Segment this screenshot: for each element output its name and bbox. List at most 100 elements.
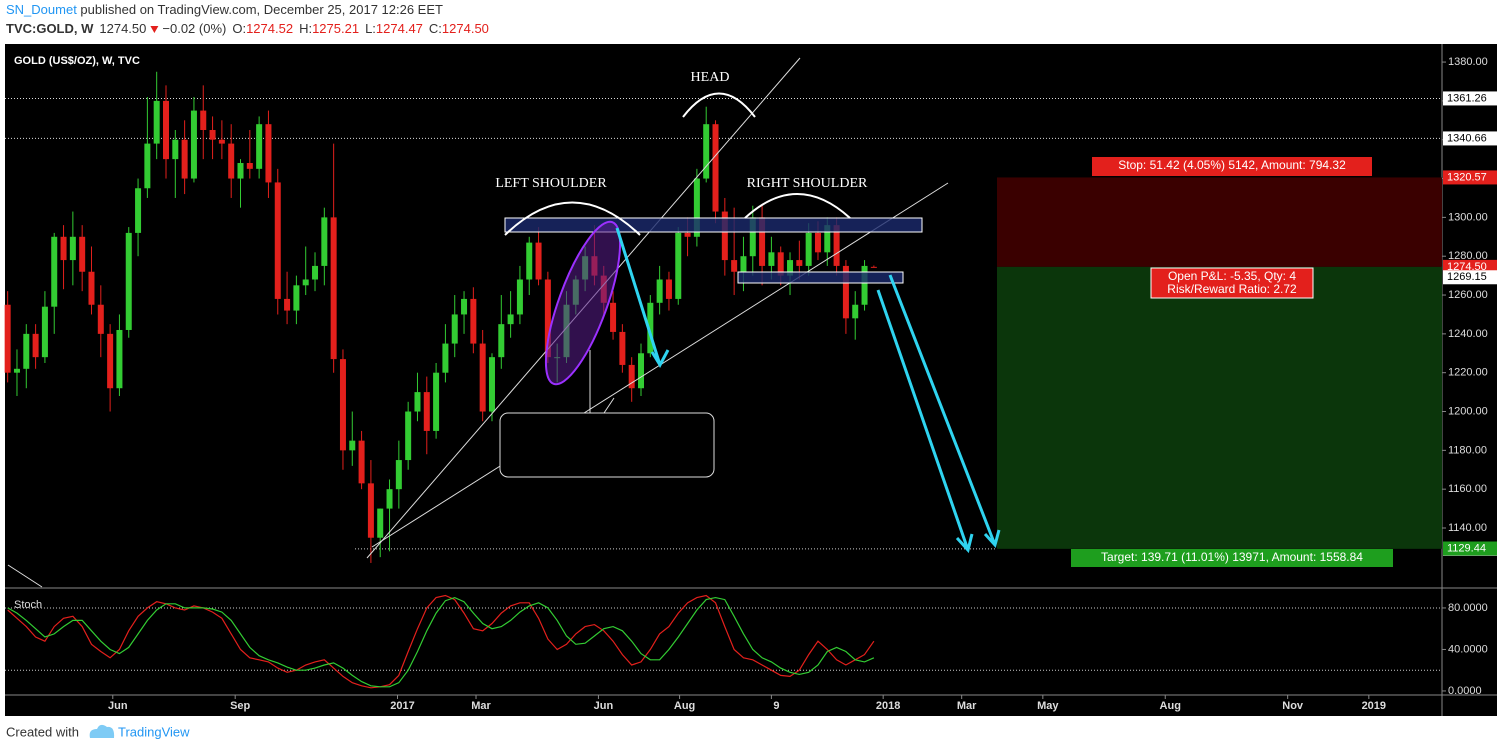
price-badge-label: 1340.66 bbox=[1447, 132, 1487, 144]
x-tick-label: May bbox=[1037, 700, 1059, 712]
candle-body bbox=[675, 232, 682, 299]
y-tick-label: 80.0000 bbox=[1448, 602, 1488, 614]
candle-body bbox=[209, 130, 216, 140]
brand[interactable]: TradingView bbox=[118, 724, 190, 739]
candle-body bbox=[51, 236, 58, 307]
candle-body bbox=[712, 124, 719, 212]
neckline-zone bbox=[737, 271, 904, 284]
header-line-1: SN_Doumet published on TradingView.com, … bbox=[6, 2, 443, 17]
candle-body bbox=[656, 279, 663, 303]
y-tick-label: 1380.00 bbox=[1448, 56, 1488, 68]
callout-pointer bbox=[589, 350, 615, 414]
candle-body bbox=[256, 124, 263, 169]
candle-body bbox=[135, 188, 142, 233]
candle-body bbox=[172, 139, 179, 160]
change: −0.02 (0%) bbox=[162, 21, 226, 36]
published: published on TradingView.com, December 2… bbox=[77, 2, 443, 17]
candle-body bbox=[833, 225, 840, 266]
candle-body bbox=[107, 333, 114, 389]
price-badge bbox=[1443, 170, 1497, 185]
candle-body bbox=[405, 411, 412, 461]
pnl-box bbox=[1150, 267, 1314, 299]
candle-body bbox=[367, 483, 374, 538]
author[interactable]: SN_Doumet bbox=[6, 2, 77, 17]
candle-body bbox=[377, 508, 384, 538]
candle-body bbox=[647, 302, 654, 354]
candle-body bbox=[162, 100, 169, 160]
candle-body bbox=[237, 163, 244, 179]
candle-body bbox=[740, 256, 747, 272]
price-badge bbox=[1443, 91, 1497, 106]
candle-body bbox=[665, 279, 672, 299]
candle-body bbox=[153, 100, 160, 144]
target-box bbox=[1071, 549, 1393, 567]
y-tick-label: 1180.00 bbox=[1448, 444, 1487, 456]
price-badge-label: 1269.15 bbox=[1447, 271, 1487, 283]
head-arc bbox=[682, 92, 756, 118]
candle-body bbox=[423, 392, 430, 431]
candle-body bbox=[731, 260, 738, 272]
pnl-label: Open P&L: -5.35, Qty: 4 bbox=[1168, 269, 1296, 283]
candle-body bbox=[498, 324, 505, 358]
candle-body bbox=[814, 232, 821, 253]
chart-title: GOLD (US$/OZ), W, TVC bbox=[14, 55, 140, 67]
candle-body bbox=[544, 279, 551, 358]
arrows bbox=[615, 227, 1001, 554]
target-zone bbox=[997, 266, 1442, 549]
y-tick-label: 0.0000 bbox=[1448, 685, 1482, 697]
candle-body bbox=[339, 359, 346, 451]
candle-body bbox=[861, 265, 868, 305]
candle-body bbox=[4, 304, 11, 373]
candle-body bbox=[125, 232, 132, 330]
arrow bbox=[876, 289, 974, 554]
y-tick-label: 1300.00 bbox=[1448, 211, 1488, 223]
price-badge bbox=[1443, 541, 1497, 556]
x-tick-label: Mar bbox=[957, 700, 977, 712]
candle-body bbox=[349, 440, 356, 451]
y-tick-label: 1140.00 bbox=[1448, 522, 1487, 534]
candle-body bbox=[684, 232, 691, 237]
y-tick-label: 1280.00 bbox=[1448, 250, 1488, 262]
candle-body bbox=[507, 314, 514, 325]
candle-body bbox=[181, 139, 188, 179]
stoch-line bbox=[7, 596, 875, 688]
last: 1274.50 bbox=[99, 21, 146, 36]
candle-body bbox=[461, 298, 468, 315]
x-tick-label: Jun bbox=[108, 700, 128, 712]
candle-body bbox=[13, 368, 20, 373]
candle-body bbox=[293, 285, 300, 311]
candle-body bbox=[60, 236, 67, 261]
stop-zone bbox=[997, 177, 1442, 267]
stop-box bbox=[1092, 157, 1372, 176]
stoch-line bbox=[7, 594, 875, 689]
candle-body bbox=[488, 357, 495, 412]
candle-body bbox=[330, 217, 337, 360]
candle-body bbox=[777, 252, 784, 276]
candle-body bbox=[824, 225, 831, 253]
callout-box bbox=[499, 412, 715, 478]
x-tick-label: Nov bbox=[1282, 700, 1304, 712]
candle-body bbox=[302, 279, 309, 286]
candle-body bbox=[526, 242, 533, 280]
ohlc-value: 1274.52 bbox=[246, 21, 293, 36]
price-badge-label: 1129.44 bbox=[1447, 542, 1486, 554]
y-tick-label: 1200.00 bbox=[1448, 405, 1488, 417]
target-label: Target: 139.71 (11.01%) 13971, Amount: 1… bbox=[1101, 550, 1363, 564]
x-tick-label: Sep bbox=[230, 700, 250, 712]
price-badge-label: 1320.57 bbox=[1447, 171, 1487, 183]
x-tick-label: Aug bbox=[674, 700, 695, 712]
candle-body bbox=[414, 392, 421, 412]
candle-body bbox=[619, 331, 626, 365]
logo bbox=[89, 724, 115, 738]
indicator-label: Stoch bbox=[14, 599, 42, 611]
candle-body bbox=[190, 110, 197, 179]
candle-body bbox=[116, 329, 123, 389]
candle-body bbox=[386, 489, 393, 509]
candle-body bbox=[516, 279, 523, 315]
annotation: HEAD bbox=[691, 70, 730, 85]
candle-body bbox=[768, 252, 775, 266]
shoulder-arc bbox=[744, 193, 851, 219]
candle-body bbox=[200, 110, 207, 131]
x-tick-label: 9 bbox=[773, 700, 779, 712]
